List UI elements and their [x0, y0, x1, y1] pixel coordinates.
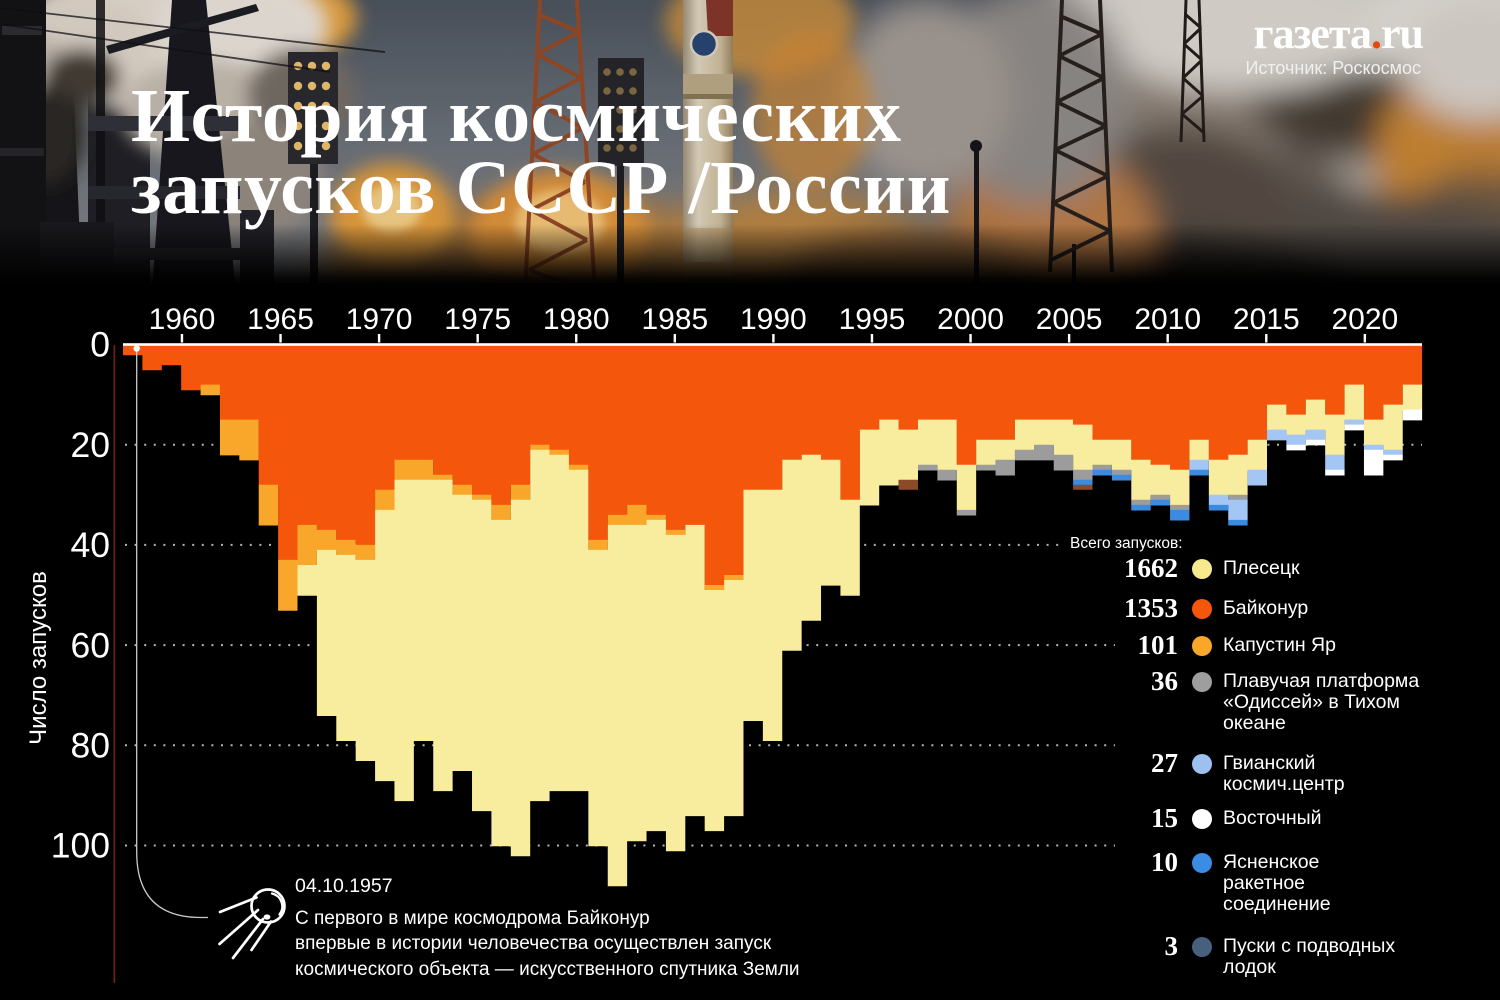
- svg-text:2005: 2005: [1036, 303, 1103, 336]
- svg-text:2015: 2015: [1233, 303, 1300, 336]
- svg-text:2000: 2000: [937, 303, 1004, 336]
- svg-text:40: 40: [71, 525, 111, 565]
- svg-text:1995: 1995: [839, 303, 906, 336]
- svg-text:2020: 2020: [1331, 303, 1398, 336]
- svg-text:60: 60: [71, 625, 111, 665]
- svg-text:0: 0: [90, 325, 110, 365]
- svg-text:1985: 1985: [641, 303, 708, 336]
- svg-text:1970: 1970: [346, 303, 413, 336]
- svg-text:1960: 1960: [149, 303, 216, 336]
- svg-text:1990: 1990: [740, 303, 807, 336]
- svg-text:1975: 1975: [444, 303, 511, 336]
- svg-text:80: 80: [71, 726, 111, 766]
- svg-text:Число запусков: Число запусков: [25, 571, 52, 745]
- svg-text:1965: 1965: [247, 303, 314, 336]
- svg-text:100: 100: [51, 826, 110, 866]
- svg-text:2010: 2010: [1134, 303, 1201, 336]
- svg-text:1980: 1980: [543, 303, 610, 336]
- svg-text:20: 20: [71, 425, 111, 465]
